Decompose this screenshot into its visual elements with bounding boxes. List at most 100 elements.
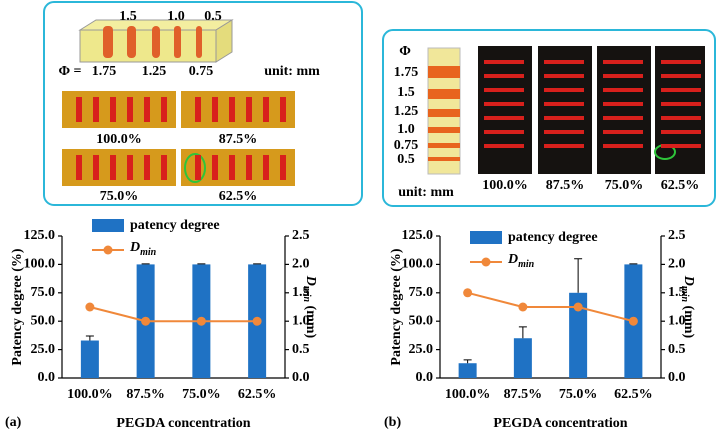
photo-caption: 62.5% [219, 189, 258, 204]
channel [76, 155, 82, 180]
line-marker [463, 288, 473, 298]
channel [544, 88, 584, 92]
x-tick-label: 87.5% [504, 387, 543, 402]
diameter-label: 1.0 [397, 122, 415, 137]
label-part: D [681, 275, 696, 286]
strip-photo [427, 47, 461, 175]
photo-caption: 100.0% [96, 132, 142, 147]
photo-caption: 62.5% [661, 178, 700, 193]
channel [661, 74, 701, 78]
line [467, 291, 634, 323]
channel [544, 102, 584, 106]
diameter-label: 1.5 [397, 85, 415, 100]
label-part: min [518, 259, 535, 270]
unit-label: unit: mm [264, 64, 320, 79]
legend-swatch [470, 231, 502, 244]
bar [569, 292, 588, 378]
y-tick-label: 125.0 [24, 228, 56, 243]
channel [544, 60, 584, 64]
x-tick-label: 62.5% [238, 387, 277, 402]
line-marker [518, 302, 528, 312]
panel-b-frame [382, 29, 716, 207]
y2-tick-label: 2.5 [292, 228, 310, 243]
channel [110, 97, 116, 122]
y2-tick-label: 0.0 [292, 370, 310, 385]
y-axis-label: Patency degree (%) [389, 248, 404, 365]
y-tick-label: 50.0 [409, 313, 434, 328]
y2-tick-label: 0.5 [668, 342, 686, 357]
channel [544, 130, 584, 134]
error-bar [197, 263, 206, 265]
channel [263, 155, 269, 180]
error-bar [85, 335, 94, 341]
bar [458, 363, 477, 378]
panel-label: (a) [5, 415, 22, 430]
channel [603, 88, 643, 92]
y-tick-label: 0.0 [38, 370, 56, 385]
diameter-label: 0.5 [204, 9, 222, 24]
channel [161, 97, 167, 122]
channel [195, 97, 201, 122]
label-part: (mm) [303, 302, 318, 338]
y-tick-label: 50.0 [31, 313, 56, 328]
y2-tick-label: 1.5 [292, 285, 310, 300]
x-tick-label: 62.5% [614, 387, 653, 402]
panel-a-frame [43, 1, 363, 206]
line-marker [628, 316, 638, 326]
photo-caption: 87.5% [546, 178, 585, 193]
legend-label: Dmin [129, 240, 157, 258]
legend-label: patency degree [130, 218, 220, 233]
diameter-label: 1.25 [394, 104, 419, 119]
channel [127, 155, 133, 180]
phi-label: Φ = [58, 64, 81, 79]
unit-label: unit: mm [398, 185, 454, 200]
x-tick-label: 100.0% [445, 387, 491, 402]
channel [280, 155, 286, 180]
channel [603, 130, 643, 134]
legend-label: Dmin [507, 252, 535, 270]
channel [161, 155, 167, 180]
bar [513, 338, 532, 378]
bar [80, 340, 99, 378]
channel [195, 155, 201, 180]
y-tick-label: 0.0 [416, 370, 434, 385]
channel [484, 60, 524, 64]
x-tick-label: 100.0% [67, 387, 113, 402]
line [89, 306, 258, 323]
y-tick-label: 75.0 [409, 285, 434, 300]
diameter-label: 1.0 [167, 9, 185, 24]
channel [263, 97, 269, 122]
y2-tick-label: 1.5 [668, 285, 686, 300]
channel [212, 155, 218, 180]
channel [246, 155, 252, 180]
label-part: min [140, 247, 157, 258]
x-axis-label: PEGDA concentration [493, 416, 627, 431]
phi-label: Φ [399, 44, 411, 59]
y-axis-label: Patency degree (%) [10, 248, 25, 365]
line-marker [85, 302, 95, 312]
channel [144, 155, 150, 180]
channel [484, 88, 524, 92]
diameter-label: 0.75 [189, 64, 214, 79]
error-bar [629, 263, 638, 265]
y2-tick-label: 1.0 [292, 313, 310, 328]
sample-photos-b [478, 46, 705, 174]
y2-axis-label: Dmin (mm) [679, 275, 696, 339]
block-photo [78, 19, 234, 63]
error-bar [253, 263, 262, 265]
channel [229, 155, 235, 180]
diameter-label: 0.75 [394, 138, 419, 153]
channel [280, 97, 286, 122]
channel [544, 74, 584, 78]
channel [484, 130, 524, 134]
label-part: (mm) [681, 302, 696, 338]
y2-tick-label: 0.0 [668, 370, 686, 385]
error-bar [574, 258, 583, 293]
diameter-label: 1.5 [119, 9, 137, 24]
channel [661, 102, 701, 106]
line-marker [196, 316, 206, 326]
channel [603, 144, 643, 148]
channel [127, 97, 133, 122]
channel [544, 144, 584, 148]
